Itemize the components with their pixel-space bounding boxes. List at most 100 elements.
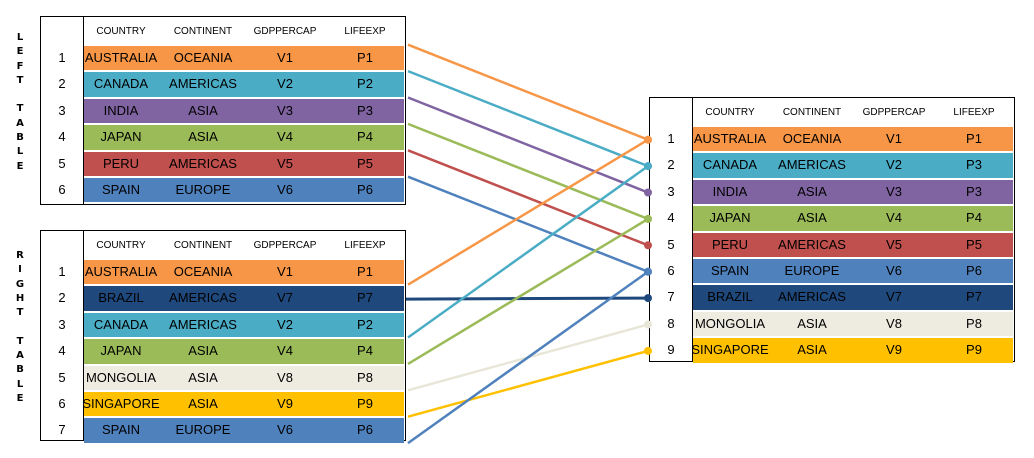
result-table-number-column-rule (692, 98, 693, 361)
right-table-row-band (84, 312, 404, 338)
right-table-gdppercap-cell: V1 (277, 264, 293, 279)
result-table-gdppercap-cell: V3 (886, 183, 902, 199)
connector-line-right-6 (407, 349, 649, 418)
side-label-letter: L (16, 32, 24, 43)
left-table-country-cell: INDIA (103, 102, 139, 118)
right-table-country-cell: BRAZIL (98, 290, 144, 306)
left-table-gdppercap-cell: V6 (277, 182, 293, 197)
left-table-header-lifeexp: LIFEEXP (344, 26, 386, 37)
result-table-country-cell: SINGAPORE (691, 342, 769, 358)
right-table-gdppercap-cell: V9 (277, 396, 293, 411)
result-table-row-band (693, 338, 1013, 363)
left-table-header-continent: CONTINENT (173, 26, 233, 37)
result-table-continent-cell: OCEANIA (782, 131, 842, 146)
result-table-lifeexp-cell: P1 (966, 131, 982, 146)
left-table-gdppercap-cell: V5 (277, 155, 293, 171)
result-table-continent-cell: AMERICAS (778, 236, 846, 252)
right-table-row-number: 5 (58, 369, 66, 385)
right-table-lifeexp-cell: P7 (357, 290, 373, 306)
right-table-country-cell: JAPAN (100, 343, 142, 359)
left-table-continent-cell: AMERICAS (169, 155, 237, 171)
right-table-row-number: 2 (58, 290, 66, 306)
left-table-gdppercap-cell: V4 (277, 129, 293, 145)
right-table-continent-cell: ASIA (188, 343, 218, 359)
left-table-country-cell: JAPAN (100, 129, 142, 145)
left-table-country-cell: CANADA (93, 76, 149, 92)
right-table-country-cell: AUSTRALIA (84, 264, 158, 279)
side-label-letter: T (16, 103, 24, 115)
result-table-row-band (693, 285, 1013, 310)
side-label-letter: L (16, 146, 24, 158)
result-table-lifeexp-cell: P7 (966, 289, 982, 305)
left-table-lifeexp-cell: P5 (357, 155, 373, 171)
result-table-lifeexp-cell: P6 (966, 263, 982, 278)
result-table-continent-cell: EUROPE (784, 263, 840, 278)
connector-endpoint-dot (644, 294, 652, 303)
left-table-row-number: 5 (58, 155, 66, 171)
left-table-gdppercap-cell: V2 (277, 76, 293, 92)
right-table-lifeexp-cell: P9 (357, 396, 373, 411)
right-table-continent-cell: EUROPE (175, 422, 231, 438)
result-table-country-cell: JAPAN (709, 210, 751, 226)
left-table-row-band (84, 72, 404, 97)
left-table-row-number: 6 (58, 182, 66, 197)
result-table-country-cell: CANADA (702, 157, 758, 173)
result-table-lifeexp-cell: P3 (966, 157, 982, 173)
result-table-country-cell: MONGOLIA (694, 315, 766, 331)
result-table-country-cell: BRAZIL (707, 289, 753, 305)
right-table-gdppercap-cell: V7 (277, 290, 293, 306)
right-table-lifeexp-cell: P8 (357, 369, 373, 385)
right-table-lifeexp-cell: P6 (357, 422, 373, 438)
right-table-row-number: 1 (58, 264, 66, 279)
left-table-country-cell: AUSTRALIA (84, 50, 158, 65)
result-table-gdppercap-cell: V5 (886, 236, 902, 252)
right-table-row-number: 6 (58, 396, 66, 411)
side-label-letter: R (16, 250, 24, 261)
result-table-row-number: 1 (667, 131, 675, 146)
side-label-letter: B (16, 132, 24, 144)
right-table-row-number: 3 (58, 316, 66, 332)
result-table-row-number: 4 (667, 210, 675, 226)
right-table: COUNTRY CONTINENT GDPPERCAP LIFEEXP 1 AUSTRAL… (40, 230, 406, 443)
result-table-gdppercap-cell: V8 (886, 315, 902, 331)
result-table-gdppercap-cell: V1 (886, 131, 902, 146)
right-table-lifeexp-cell: P4 (357, 343, 373, 359)
result-table-country-cell: AUSTRALIA (693, 131, 767, 146)
result-table-row-number: 2 (667, 157, 675, 173)
connector-endpoint-dot (644, 188, 652, 197)
connector-line-left-1 (407, 43, 649, 141)
connector-endpoint-dot (644, 346, 652, 355)
right-table-header-lifeexp: LIFEEXP (344, 240, 386, 251)
right-table-lifeexp-cell: P2 (357, 316, 373, 332)
connector-line-left-6 (407, 175, 649, 273)
result-table-lifeexp-cell: P8 (966, 315, 982, 331)
right-table-row-band (84, 286, 404, 311)
result-table-header-lifeexp: LIFEEXP (953, 107, 995, 118)
right-table-header-gdppercap: GDPPERCAP (253, 240, 317, 251)
connector-line-right-1 (407, 138, 649, 286)
connector-line-left-2 (407, 69, 649, 168)
result-table-row-band (693, 179, 1013, 205)
connector-endpoint-dot (644, 267, 652, 276)
connector-line-right-4 (407, 217, 649, 365)
left-table-row-number: 1 (58, 50, 66, 65)
result-table-header-row: COUNTRY CONTINENT GDPPERCAP LIFEEXP (650, 100, 1014, 126)
left-table-row-band (84, 46, 404, 71)
side-label-letter: E (16, 46, 24, 58)
side-label-letter: E (16, 392, 24, 404)
left-table-header-gdppercap: GDPPERCAP (253, 26, 317, 37)
side-label-letter: H (15, 292, 25, 304)
right-table-continent-cell: AMERICAS (169, 316, 237, 332)
left-table-lifeexp-cell: P3 (357, 102, 373, 118)
connector-endpoint-dot (644, 241, 652, 250)
result-table-row-number: 9 (667, 342, 675, 358)
result-table-continent-cell: AMERICAS (778, 157, 846, 173)
result-table-header-country: COUNTRY (705, 107, 755, 118)
right-table-gdppercap-cell: V4 (277, 343, 293, 359)
result-table-continent-cell: AMERICAS (778, 289, 846, 305)
right-table-lifeexp-cell: P1 (357, 264, 373, 279)
result-table-country-cell: SPAIN (710, 263, 750, 278)
right-table-row-band (84, 260, 404, 285)
